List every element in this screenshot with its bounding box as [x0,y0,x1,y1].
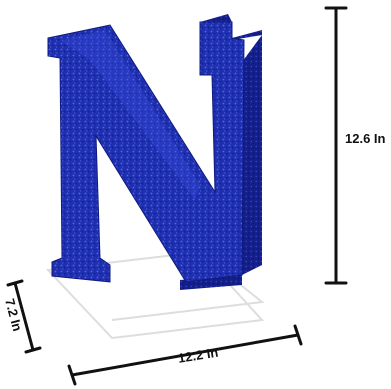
letter-n-front-face [47,21,245,283]
depth-dimension-line [6,279,42,354]
width-label: 12.2 In [177,345,219,366]
width-dimension-line [67,324,303,386]
height-dimension-line [324,6,348,285]
height-label: 12.6 In [345,131,386,146]
depth-label: 7.2 In [2,297,25,333]
letter-n-highlight [60,30,200,200]
